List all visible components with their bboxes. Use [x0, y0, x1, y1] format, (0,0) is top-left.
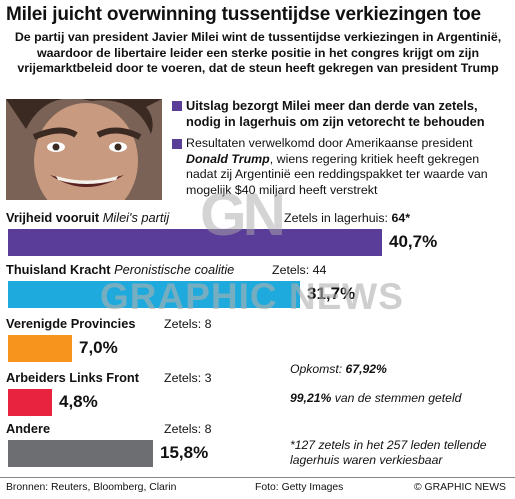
seats-caption: Zetels: [164, 422, 202, 436]
bullet-1: Uitslag bezorgt Milei meer dan derde van… [172, 98, 508, 129]
turnout-note: Opkomst: 67,92% [290, 362, 387, 377]
party-name: Vrijheid vooruit [6, 210, 100, 225]
bullet-square-icon [172, 139, 182, 149]
counted-value: 99,21% [290, 391, 332, 405]
party-name: Arbeiders Links Front [6, 370, 139, 385]
seats-caption: Zetels: [164, 317, 202, 331]
bar [8, 281, 300, 308]
seats-value: 3 [204, 371, 212, 385]
party-label: Thuisland Kracht Peronistische coalitie [6, 262, 234, 277]
seats-label: Zetels: 3 [164, 371, 212, 385]
party-label: Vrijheid vooruit Milei's partij [6, 210, 169, 225]
party-name: Andere [6, 421, 51, 436]
bullet-2-emphasis: Donald Trump [186, 151, 270, 166]
seats-caption: Zetels in lagerhuis: [284, 211, 388, 225]
party-name: Verenigde Provincies [6, 316, 136, 331]
seats-value: 8 [204, 317, 212, 331]
party-label: Arbeiders Links Front [6, 370, 139, 385]
bullet-2-text-before: Resultaten verwelkomd door Amerikaanse p… [186, 136, 473, 150]
party-subtitle: Peronistische coalitie [114, 262, 235, 277]
turnout-label: Opkomst: [290, 362, 343, 376]
bullet-2-text-after: , wiens regering kritiek heeft gekregen … [186, 151, 488, 197]
photo-credit: Foto: Getty Images [255, 482, 344, 493]
footnote: *127 zetels in het 257 leden tellende la… [290, 438, 487, 467]
bullet-square-icon [172, 101, 182, 111]
seats-caption: Zetels: [164, 371, 202, 385]
bar-value-label: 15,8% [160, 443, 209, 462]
footer-divider [0, 477, 515, 478]
chart-title: Milei juicht overwinning tussentijdse ve… [6, 4, 481, 25]
sources-credit: Bronnen: Reuters, Bloomberg, Clarin [6, 482, 177, 493]
graphic-news-credit: © GRAPHIC NEWS [414, 482, 506, 493]
bar [8, 440, 153, 467]
bar-value-label: 31,7% [307, 284, 356, 303]
bar-value-label: 7,0% [79, 338, 118, 357]
seats-value: 8 [204, 422, 212, 436]
seats-label: Zetels: 8 [164, 422, 212, 436]
portrait-illustration [6, 99, 162, 200]
seats-caption: Zetels: [272, 263, 310, 277]
seats-label: Zetels in lagerhuis: 64* [284, 211, 410, 225]
bar [8, 389, 52, 416]
bar [8, 335, 72, 362]
party-name: Thuisland Kracht [6, 262, 111, 277]
party-label: Andere [6, 421, 50, 436]
bullet-2-text: Resultaten verwelkomd door Amerikaanse p… [172, 136, 508, 198]
counted-text: van de stemmen geteld [334, 391, 462, 405]
chart-subtitle: De partij van president Javier Milei win… [14, 30, 502, 75]
party-label: Verenigde Provincies [6, 316, 135, 331]
turnout-value: 67,92% [345, 362, 387, 376]
counted-note: 99,21% van de stemmen geteld [290, 391, 505, 406]
seats-label: Zetels: 8 [164, 317, 212, 331]
party-subtitle: Milei's partij [102, 210, 170, 225]
seats-label: Zetels: 44 [272, 263, 326, 277]
bullet-1-text: Uitslag bezorgt Milei meer dan derde van… [186, 98, 485, 129]
bar-value-label: 40,7% [389, 232, 438, 251]
milei-photo [6, 99, 162, 200]
seats-value: 44 [312, 263, 327, 277]
bullet-2: Resultaten verwelkomd door Amerikaanse p… [172, 136, 508, 198]
bar-value-label: 4,8% [59, 392, 98, 411]
bar [8, 229, 382, 256]
seats-value: 64* [391, 211, 411, 225]
